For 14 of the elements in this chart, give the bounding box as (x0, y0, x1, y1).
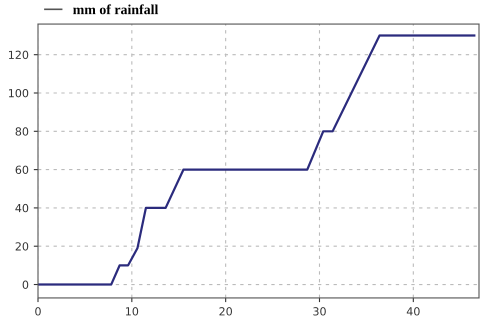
y-tick-label: 80 (16, 127, 28, 136)
x-tick-label: 0 (35, 307, 41, 316)
x-tick-label: 10 (126, 307, 138, 316)
y-tick-label: 100 (8, 88, 28, 98)
y-tick-label: 0 (22, 280, 28, 289)
x-tick-label: 20 (219, 307, 232, 316)
x-tick-label: 40 (406, 307, 420, 316)
y-tick-label: 120 (8, 50, 28, 60)
text: mm of rainfall (73, 4, 158, 14)
y-tick-label: 20 (16, 242, 28, 251)
x-tick-label: 30 (313, 307, 326, 316)
y-tick-label: 40 (15, 204, 28, 212)
y-tick-label: 60 (16, 166, 28, 174)
line-series (38, 34, 476, 286)
